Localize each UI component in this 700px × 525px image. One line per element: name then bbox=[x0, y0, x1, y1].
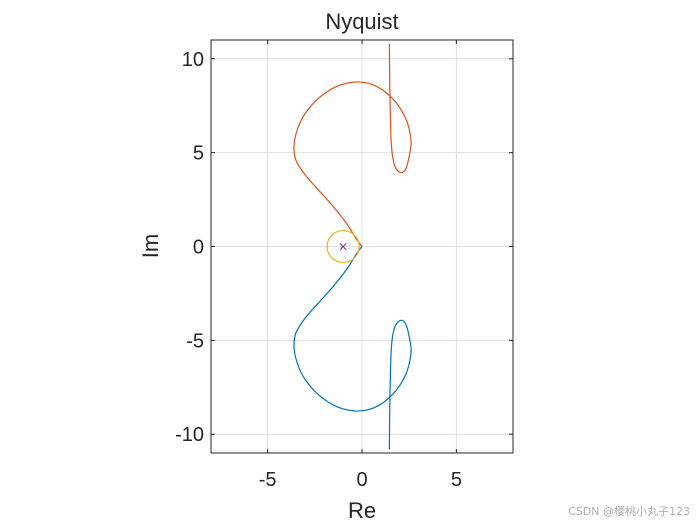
x-tick-label: 5 bbox=[451, 469, 462, 491]
y-tick-label: 0 bbox=[193, 237, 204, 259]
x-axis-label: Re bbox=[348, 498, 376, 523]
y-tick-label: 10 bbox=[182, 49, 204, 71]
y-tick-label: -5 bbox=[186, 330, 204, 352]
watermark: CSDN @樱桃小丸子123 bbox=[568, 505, 690, 518]
curves: × bbox=[293, 43, 412, 450]
unit-circle-curve bbox=[326, 229, 360, 264]
y-axis-label: Im bbox=[138, 234, 163, 258]
chart-title: Nyquist bbox=[325, 9, 398, 34]
axes: -5 0 5 -10 -5 0 5 10 bbox=[175, 39, 514, 491]
critical-point-marker: × bbox=[338, 240, 348, 254]
y-tick-label: 5 bbox=[193, 143, 204, 165]
y-tick-label: -10 bbox=[175, 424, 204, 446]
nyquist-curve-2 bbox=[293, 43, 412, 247]
nyquist-curve-1 bbox=[293, 246, 412, 450]
x-tick-label: -5 bbox=[259, 469, 277, 491]
x-tick-label: 0 bbox=[356, 469, 367, 491]
curve-group: × bbox=[293, 43, 412, 450]
